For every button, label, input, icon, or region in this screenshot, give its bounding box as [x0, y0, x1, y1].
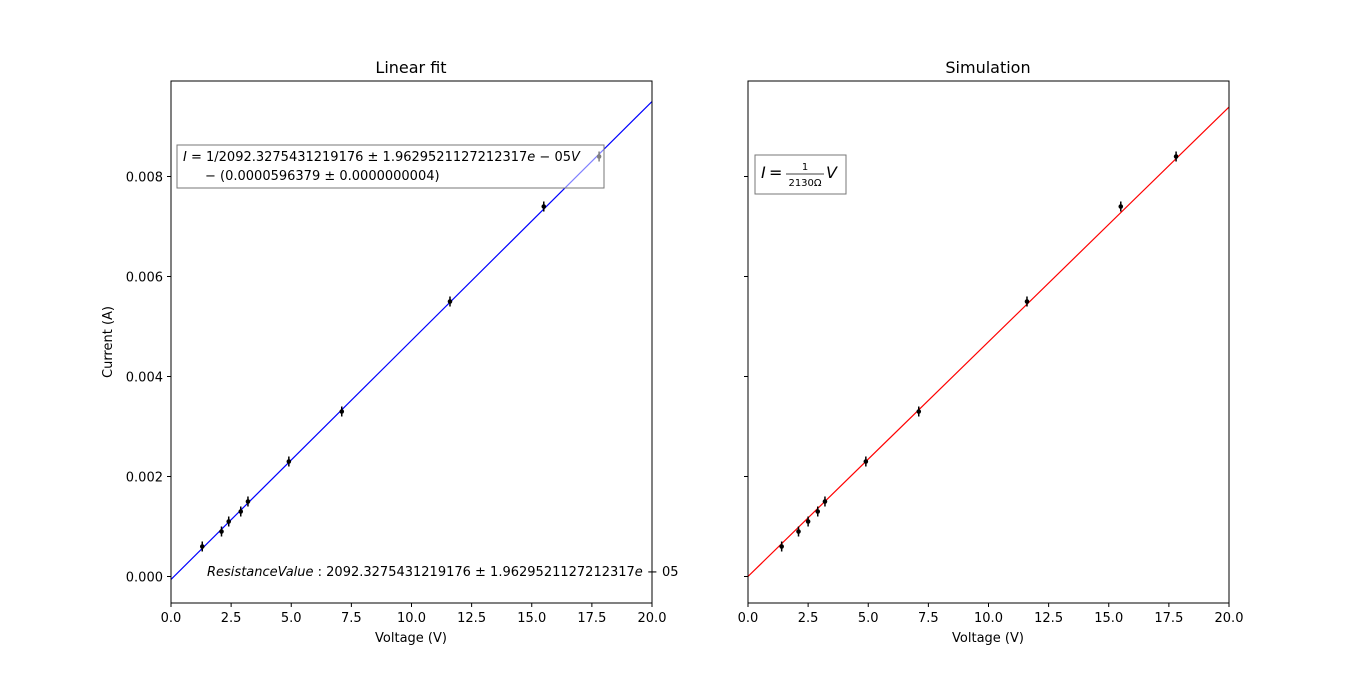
linear-fit-xtick-label: 17.5	[577, 611, 606, 626]
simulation-marker	[1173, 154, 1179, 159]
resistance-value-annotation: ResistanceValue : 2092.3275431219176 ± 1…	[207, 565, 679, 580]
linear-fit-data-point	[541, 201, 547, 212]
equation-var-v: V	[571, 150, 581, 165]
simulation-eq-equals: =	[769, 163, 782, 182]
linear-fit-marker	[219, 529, 224, 534]
linear-fit-xtick-label: 20.0	[638, 611, 667, 626]
linear-fit-data-point	[245, 496, 251, 507]
simulation-marker	[863, 459, 869, 464]
resistance-exp: − 05	[643, 565, 679, 580]
equation-line1-e: e	[527, 150, 535, 165]
linear-fit-data-point	[226, 516, 232, 527]
simulation-title: Simulation	[945, 58, 1030, 77]
linear-fit-marker	[339, 409, 345, 414]
simulation-eq-var: V	[826, 163, 838, 182]
simulation-xtick-label: 5.0	[858, 611, 879, 626]
linear-fit-xtick-label: 5.0	[281, 611, 302, 626]
resistance-number: : 2092.3275431219176 ± 1.962952112721231…	[314, 565, 635, 580]
linear-fit-xtick-label: 2.5	[221, 611, 242, 626]
simulation-xtick-label: 7.5	[918, 611, 939, 626]
linear-fit-marker	[286, 459, 292, 464]
linear-fit-marker	[226, 519, 232, 524]
simulation-data-point	[805, 516, 811, 527]
simulation-xtick-label: 15.0	[1094, 611, 1123, 626]
simulation-xtick-label: 17.5	[1154, 611, 1183, 626]
linear-fit-data-point	[219, 526, 224, 537]
linear-fit-xlabel: Voltage (V)	[375, 631, 447, 646]
simulation-xlabel: Voltage (V)	[952, 631, 1024, 646]
linear-fit-ytick-label: 0.002	[126, 471, 163, 486]
linear-fit-marker	[447, 299, 453, 304]
linear-fit-xtick-label: 10.0	[397, 611, 426, 626]
simulation-marker	[805, 519, 811, 524]
simulation-eq-denominator: 2130Ω	[788, 178, 821, 189]
simulation-marker	[1118, 204, 1124, 209]
linear-fit-marker	[238, 509, 244, 514]
linear-fit-ylabel: Current (A)	[101, 306, 116, 378]
linear-fit-xtick-label: 7.5	[341, 611, 362, 626]
simulation-marker	[916, 409, 922, 414]
equation-var-i: I	[183, 150, 187, 165]
simulation-data-point	[779, 541, 784, 552]
resistance-label: ResistanceValue	[207, 565, 314, 580]
linear-fit-data-point	[339, 406, 345, 417]
linear-fit-xtick-label: 15.0	[517, 611, 546, 626]
linear-fit-ytick-label: 0.008	[126, 171, 163, 186]
simulation-marker	[822, 499, 828, 504]
simulation-eq-lhs: I	[761, 163, 766, 182]
simulation-panel: Simulation 0.0 2.5 5.0 7.5 10.0 12.5 15.0 17.5 2…	[738, 58, 1244, 646]
simulation-xtick-label: 20.0	[1215, 611, 1244, 626]
linear-fit-equation-box: I = 1/2092.3275431219176 ± 1.96295211272…	[176, 144, 605, 189]
resistance-e: e	[635, 565, 643, 580]
linear-fit-xtick-label: 0.0	[161, 611, 182, 626]
linear-fit-data-point	[447, 296, 453, 307]
linear-fit-equation-frame	[176, 144, 605, 189]
simulation-xtick-label: 12.5	[1034, 611, 1063, 626]
simulation-data-point	[822, 496, 828, 507]
linear-fit-ytick-label: 0.004	[126, 371, 163, 386]
simulation-series-group	[748, 106, 1229, 577]
simulation-equation-box: I = 1 2130Ω V	[754, 154, 847, 195]
simulation-data-point	[1024, 296, 1030, 307]
linear-fit-panel: Linear fit 0.0 2.5 5.0 7.5 10.0 12.5 15.0 17.5 2…	[101, 58, 679, 646]
simulation-ticks: 0.0 2.5 5.0 7.5 10.0 12.5 15.0 17.5 20.0	[738, 176, 1244, 626]
linear-fit-xtick-label: 12.5	[457, 611, 486, 626]
simulation-xtick-label: 10.0	[974, 611, 1003, 626]
simulation-eq-numerator: 1	[802, 162, 808, 173]
linear-fit-equation-line1: I = 1/2092.3275431219176 ± 1.96295211272…	[183, 150, 581, 165]
simulation-data-point	[815, 506, 821, 517]
linear-fit-marker	[245, 499, 251, 504]
simulation-data-point	[1173, 151, 1179, 162]
linear-fit-data-point	[286, 456, 292, 467]
linear-fit-equation-line2: − (0.0000596379 ± 0.0000000004)	[205, 169, 440, 184]
linear-fit-ytick-label: 0.000	[126, 571, 163, 586]
linear-fit-title: Linear fit	[375, 58, 446, 77]
simulation-fit-line	[748, 106, 1229, 577]
simulation-marker	[779, 544, 784, 549]
linear-fit-data-point	[199, 541, 205, 552]
linear-fit-ticks: 0.0 2.5 5.0 7.5 10.0 12.5 15.0 17.5 20.0 0.000 0.0…	[126, 171, 667, 627]
simulation-data-point	[916, 406, 922, 417]
simulation-marker	[815, 509, 821, 514]
equation-line1-exp: − 05	[535, 150, 571, 165]
simulation-data-point	[1118, 201, 1124, 212]
linear-fit-marker	[541, 204, 547, 209]
simulation-equation-frame	[754, 154, 847, 195]
equation-line1-body: = 1/2092.3275431219176 ± 1.9629521127212…	[187, 150, 527, 165]
simulation-plot-area	[748, 106, 1229, 577]
simulation-xtick-label: 2.5	[798, 611, 819, 626]
simulation-data-point	[796, 526, 801, 537]
linear-fit-data-point	[238, 506, 244, 517]
simulation-marker	[796, 529, 801, 534]
linear-fit-ytick-label: 0.006	[126, 271, 163, 286]
simulation-data-point	[863, 456, 869, 467]
simulation-marker	[1024, 299, 1030, 304]
simulation-xtick-label: 0.0	[738, 611, 759, 626]
linear-fit-marker	[199, 544, 205, 549]
